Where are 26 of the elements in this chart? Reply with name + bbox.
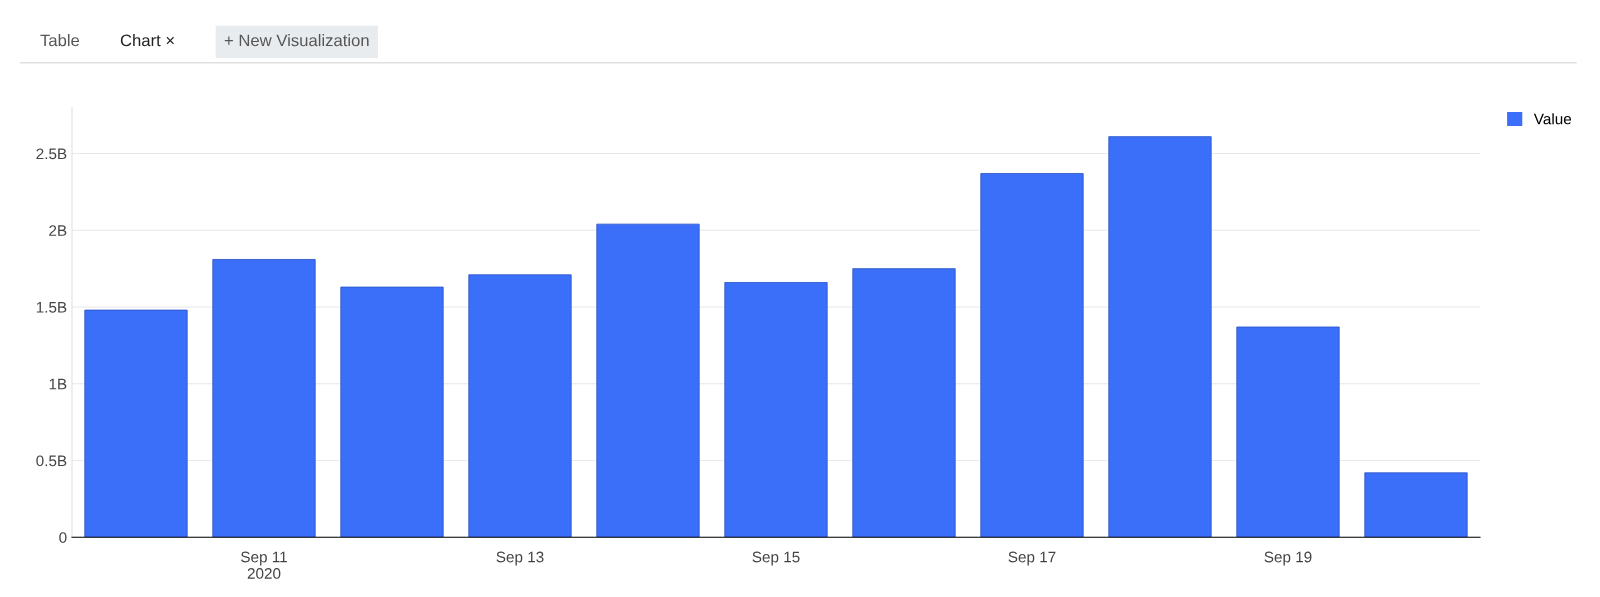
y-tick-label: 0: [59, 532, 67, 543]
bar: [596, 223, 700, 538]
x-tick-label: Sep 15: [752, 551, 800, 566]
text: Table: [40, 34, 80, 47]
x-tick-label: Sep 13: [496, 551, 544, 566]
x-tick-label: Sep 11 2020: [241, 551, 287, 579]
bar: [724, 282, 828, 538]
legend-label: Value: [1533, 113, 1572, 125]
bar: [468, 274, 572, 538]
bar: [340, 286, 444, 538]
bar: [1364, 472, 1468, 538]
bar: [1236, 326, 1340, 538]
x-tick-label: Sep 17: [1008, 551, 1056, 566]
y-tick-label: 2B: [49, 225, 67, 236]
text: Chart ×: [120, 34, 174, 47]
y-tick-label: 2.5B: [36, 148, 67, 160]
bar: [980, 173, 1084, 538]
x-tick-label: Sep 19: [1264, 551, 1312, 566]
y-tick-label: 1.5B: [36, 302, 67, 313]
bar: [1108, 136, 1212, 538]
bar: [852, 268, 956, 538]
y-tick-label: 1B: [49, 378, 67, 390]
text: + New Visualization: [224, 34, 369, 47]
bar: [84, 309, 188, 538]
bar: [212, 259, 316, 538]
y-tick-label: 0.5B: [36, 455, 67, 467]
